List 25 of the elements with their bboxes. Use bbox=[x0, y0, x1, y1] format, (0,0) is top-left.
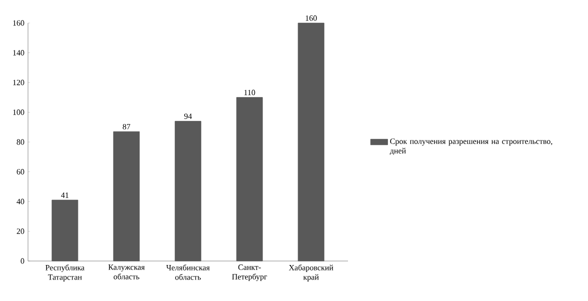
data-label: 94 bbox=[184, 114, 192, 119]
bar bbox=[236, 97, 263, 262]
data-label: 87 bbox=[122, 124, 130, 130]
x-tick-label: Калужская область bbox=[108, 264, 145, 280]
y-tick-label: 140 bbox=[13, 50, 24, 56]
y-tick-label: 80 bbox=[16, 139, 24, 145]
data-label: 41 bbox=[61, 192, 68, 198]
y-tick-label: 60 bbox=[16, 169, 24, 174]
data-label: 110 bbox=[244, 90, 256, 96]
y-tick-label: 0 bbox=[20, 258, 24, 264]
y-tick-label: 100 bbox=[13, 110, 24, 115]
legend-label: Срок получения разрешения на строительство, дней bbox=[390, 138, 552, 155]
x-tick-label: Хабаровский край bbox=[288, 264, 334, 282]
data-label: 160 bbox=[306, 15, 317, 21]
x-tick-label: Санкт-Петербург bbox=[232, 264, 268, 282]
bar bbox=[298, 22, 324, 262]
y-tick-label: 160 bbox=[13, 20, 24, 26]
y-tick-label: 120 bbox=[13, 80, 24, 86]
bar bbox=[174, 120, 202, 262]
bar bbox=[52, 200, 78, 262]
x-tick-label: Челябинская область bbox=[166, 264, 210, 280]
x-tick-label: Республика Татарстан bbox=[46, 264, 84, 282]
bar bbox=[113, 131, 140, 262]
y-tick-label: 20 bbox=[16, 228, 24, 234]
y-tick-label: 40 bbox=[16, 198, 24, 204]
